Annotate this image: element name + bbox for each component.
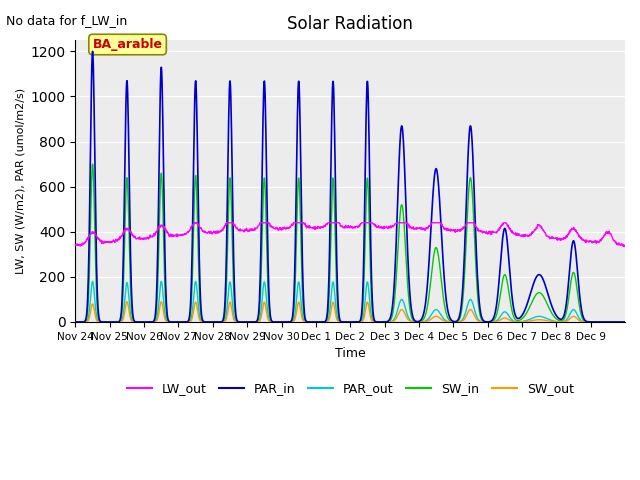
Title: Solar Radiation: Solar Radiation: [287, 15, 413, 33]
Text: BA_arable: BA_arable: [93, 38, 163, 51]
Text: No data for f_LW_in: No data for f_LW_in: [6, 14, 127, 27]
X-axis label: Time: Time: [335, 347, 365, 360]
Y-axis label: LW, SW (W/m2), PAR (umol/m2/s): LW, SW (W/m2), PAR (umol/m2/s): [15, 88, 25, 274]
Legend: LW_out, PAR_in, PAR_out, SW_in, SW_out: LW_out, PAR_in, PAR_out, SW_in, SW_out: [122, 377, 579, 400]
